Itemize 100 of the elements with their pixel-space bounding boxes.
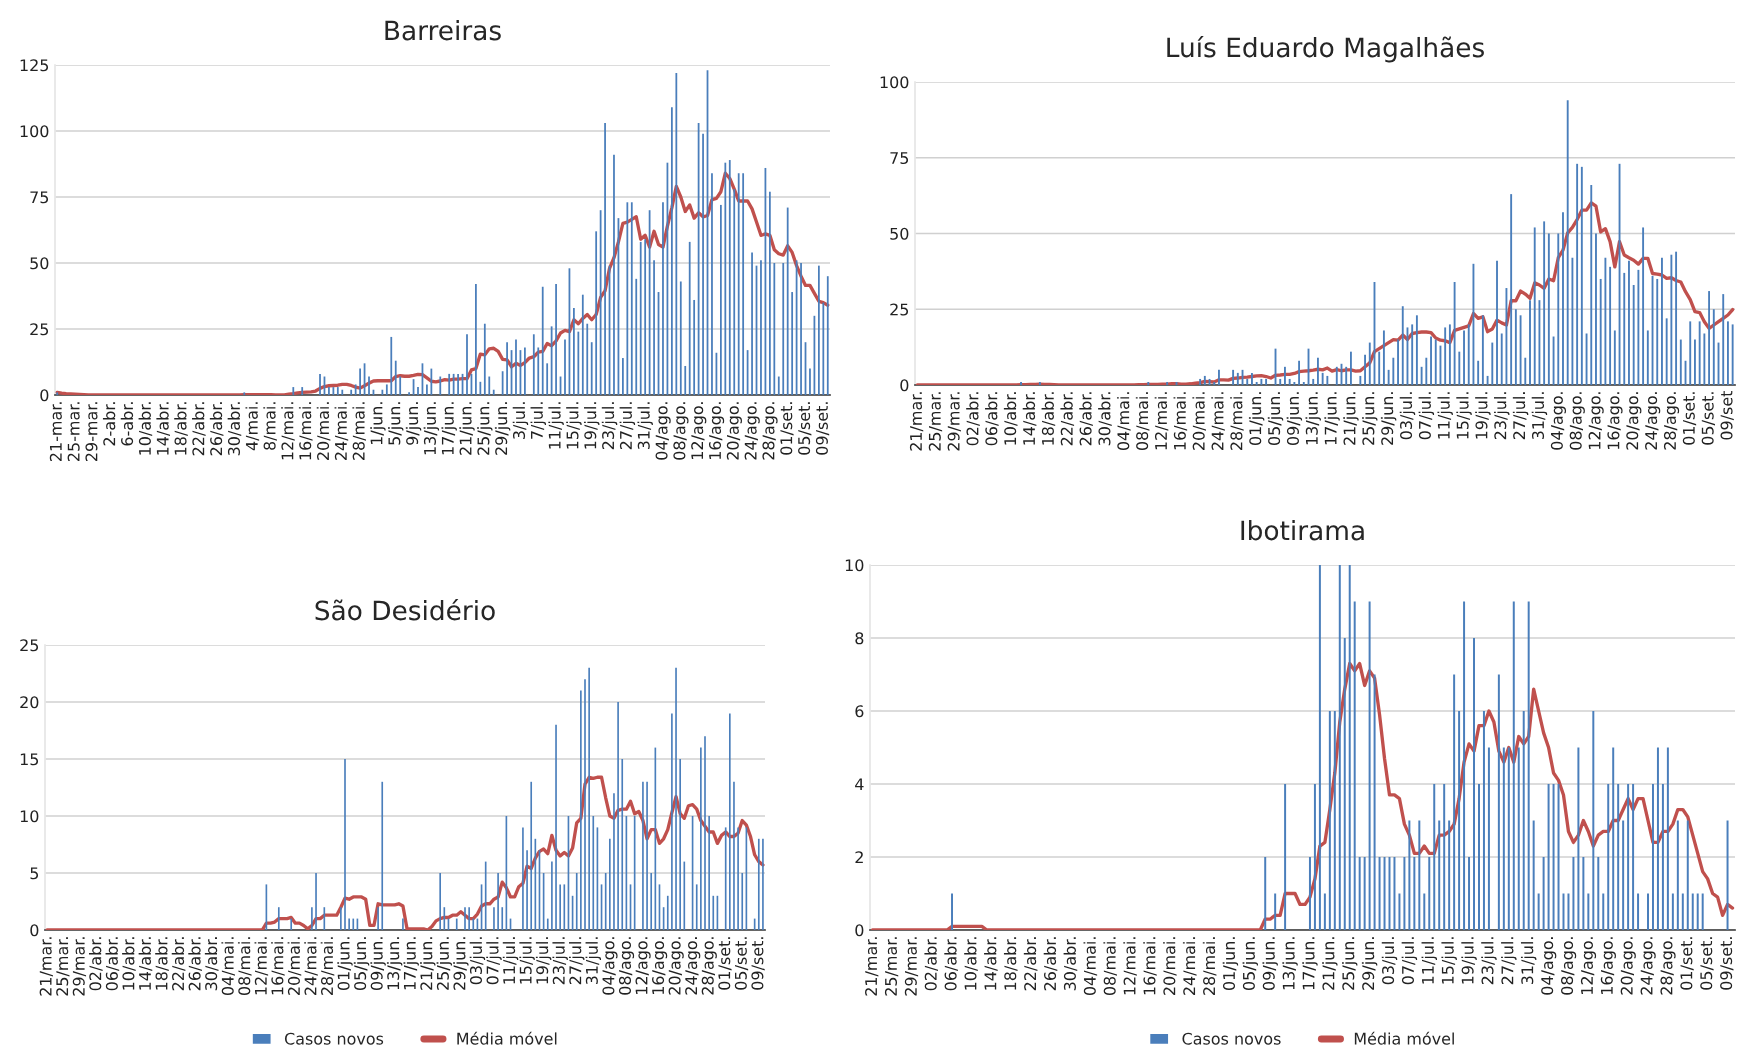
y-tick-label: 15 [20, 753, 39, 766]
y-tick-label: 25 [20, 639, 39, 652]
x-tick-label: 28/ago. [1660, 937, 1676, 995]
x-tick-label: 10/abr. [964, 937, 978, 990]
x-tick-label: 24/mai. [1211, 392, 1225, 450]
x-tick-label: 03/jul. [1381, 937, 1398, 985]
x-tick-label: 22/abr. [1060, 392, 1075, 446]
x-tick-label: 15/jul. [1441, 937, 1457, 984]
y-tick-label: 100 [20, 125, 49, 138]
x-tick-label: 30/abr. [204, 937, 219, 991]
x-tick-label: 27/jul. [1501, 937, 1517, 985]
x-tick-label: 09/jun. [370, 937, 386, 990]
x-tick-label: 05/jun. [353, 937, 370, 990]
x-tick-label: 11/jul. [1421, 937, 1437, 984]
x-tick-label: 11/jul. [1437, 392, 1453, 439]
x-tick-label: 01/set. [780, 402, 794, 455]
x-tick-label: 16/ago. [1600, 937, 1616, 994]
x-tick-label: 14/abr. [156, 402, 171, 455]
x-tick-label: 20/ago. [1626, 392, 1642, 450]
x-tick-label: 21/jun. [459, 402, 475, 455]
x-tick-label: 25/jun. [436, 937, 453, 990]
x-tick-label: 04/ago. [655, 402, 671, 460]
y-tick-label: 2 [855, 851, 863, 864]
x-tick-label: 14/abr. [1022, 392, 1037, 445]
x-tick-label: 02/abr. [89, 937, 103, 991]
x-tick-label: 07/jul. [486, 937, 502, 985]
x-tick-label: 21/jun. [1322, 937, 1338, 990]
x-tick-label: 17/jun. [403, 937, 419, 990]
x-tick-label: 13/jun. [423, 402, 440, 455]
x-tick-label: 13/jun. [1305, 392, 1321, 445]
x-tick-label: 05/jun. [1242, 937, 1259, 990]
x-tick-label: 07/jul. [1401, 937, 1418, 985]
x-tick-label: 11/jul. [548, 402, 564, 449]
legend-label: Casos novos [284, 1032, 384, 1045]
x-tick-label: 9/jun. [405, 402, 422, 445]
x-tick-label: 12/ago. [691, 402, 707, 459]
x-tick-label: 05/set. [1701, 392, 1715, 445]
x-tick-label: 16/ago. [708, 402, 725, 459]
x-tick-label: 29/mar. [904, 937, 919, 996]
x-tick-label: 28/mai. [352, 402, 366, 460]
x-tick-label: 12/mai. [254, 937, 269, 995]
chart-title: Barreiras [385, 19, 501, 41]
x-tick-label: 11/jul. [502, 937, 519, 984]
x-tick-label: 16/mai. [1143, 937, 1157, 995]
x-tick-label: 14/abr. [984, 937, 998, 990]
x-tick-label: 06/abr. [105, 937, 120, 991]
x-tick-label: 24/ago. [685, 937, 701, 995]
x-tick-label: 09/set. [1720, 937, 1734, 990]
x-tick-label: 01/set. [1680, 937, 1694, 990]
legend-label: Média móvel [1354, 1031, 1454, 1045]
x-tick-label: 01/jun. [1248, 392, 1265, 445]
x-tick-label: 16/mai. [298, 402, 313, 460]
x-tick-label: 28/ago. [762, 402, 778, 460]
x-tick-label: 25/jun. [477, 402, 493, 455]
y-tick-label: 75 [890, 152, 909, 165]
x-tick-label: 25/mar. [56, 937, 70, 996]
x-tick-label: 25/mar. [884, 937, 899, 996]
x-tick-label: 10/abr. [122, 937, 136, 990]
y-tick-label: 125 [20, 59, 49, 72]
x-tick-label: 29/mar. [947, 392, 961, 451]
x-tick-label: 16/mai. [271, 937, 285, 995]
x-tick-label: 21/mar. [865, 937, 879, 996]
y-tick-label: 100 [880, 76, 909, 89]
chart-title: Ibotirama [1241, 519, 1364, 541]
x-tick-label: 30/abr. [227, 402, 242, 456]
x-tick-label: 13/jun. [386, 937, 403, 990]
x-tick-label: 12/ago. [1588, 392, 1604, 449]
x-tick-label: 31/jul. [1531, 392, 1548, 440]
x-tick-label: 19/jul. [1461, 937, 1477, 984]
x-tick-label: 07/jul. [1418, 392, 1435, 440]
x-tick-label: 04/ago. [1550, 392, 1566, 450]
x-tick-label: 28/ago. [1663, 392, 1680, 450]
x-tick-label: 24/ago. [744, 402, 760, 460]
x-tick-label: 06/abr. [985, 392, 999, 446]
x-tick-label: 20/mai. [316, 402, 331, 460]
x-tick-label: 27/jul. [1512, 392, 1529, 440]
x-tick-label: 21-mar. [49, 402, 62, 461]
y-tick-label: 6 [855, 705, 864, 718]
x-tick-label: 12/mai. [281, 402, 295, 460]
x-tick-label: 19/jul. [1475, 392, 1491, 439]
y-tick-label: 25 [890, 303, 909, 316]
x-tick-label: 30/abr. [1063, 937, 1078, 991]
x-tick-label: 16/ago. [1607, 392, 1623, 449]
x-tick-label: 16/ago. [652, 937, 668, 994]
x-tick-label: 25/mar. [928, 392, 943, 451]
x-tick-label: 16/mai. [1173, 392, 1188, 450]
x-tick-label: 08/mai. [1103, 937, 1117, 996]
x-tick-label: 25/jun. [1362, 392, 1378, 445]
x-tick-label: 04/mai. [1116, 392, 1131, 451]
x-tick-label: 03/jul. [469, 937, 486, 985]
x-tick-label: 3/jul. [512, 402, 529, 439]
x-tick-label: 08/ago. [1561, 937, 1577, 995]
x-tick-label: 17/jun. [1302, 937, 1318, 990]
x-tick-label: 29/mar. [72, 937, 87, 996]
y-tick-label: 75 [30, 191, 49, 204]
x-tick-label: 24/mai. [304, 937, 318, 995]
x-tick-label: 12/ago. [635, 937, 651, 994]
x-tick-label: 1/jun. [370, 402, 386, 445]
y-tick-label: 0 [900, 379, 909, 392]
x-tick-label: 23/jul. [1494, 392, 1510, 440]
